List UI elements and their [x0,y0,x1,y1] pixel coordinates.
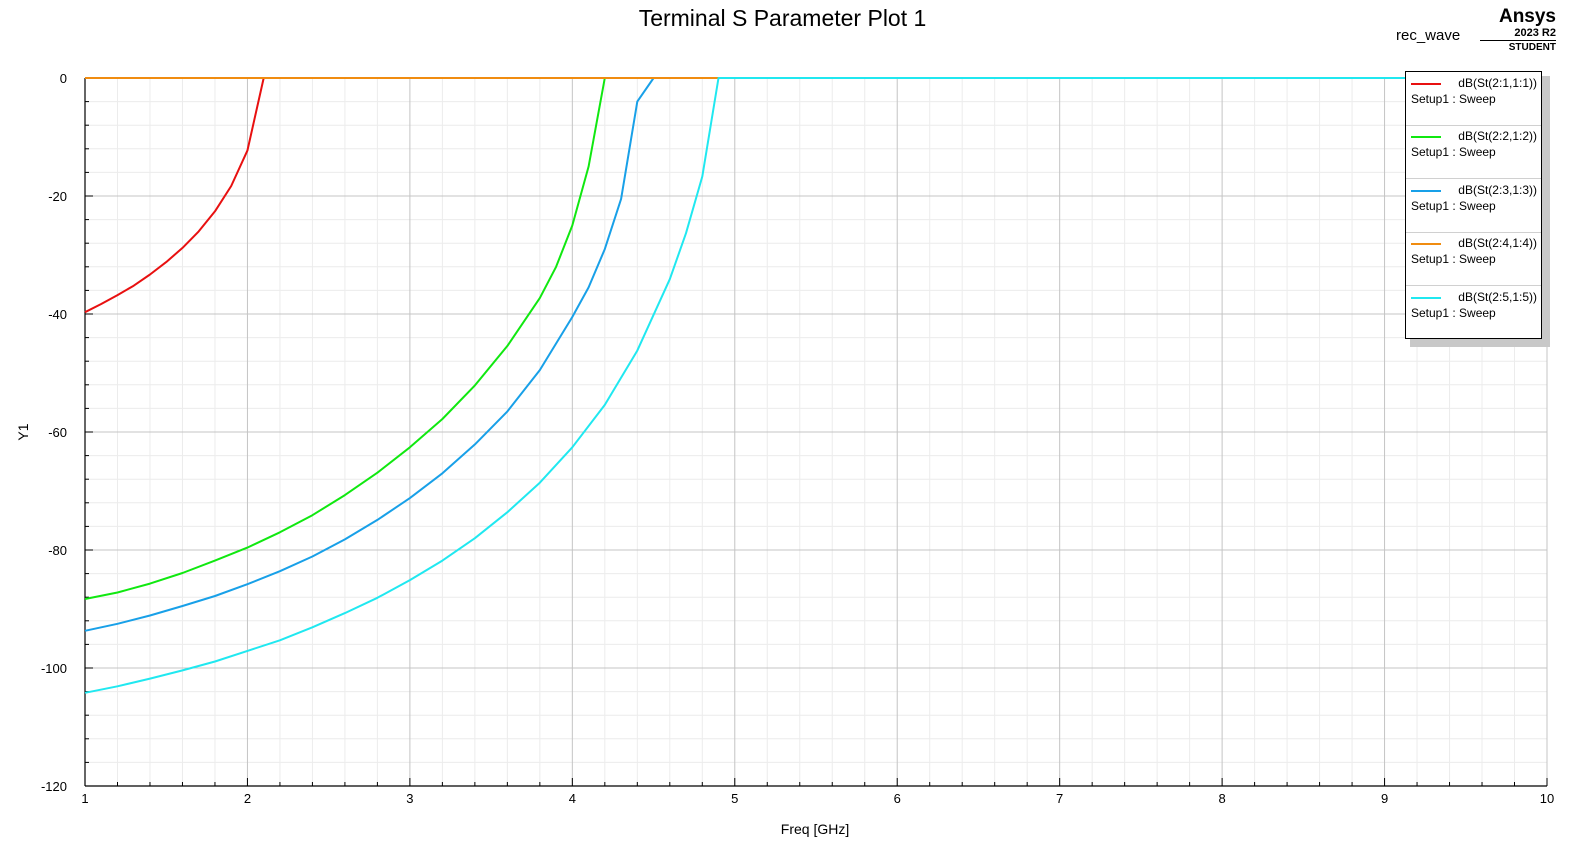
legend-setup-label: Setup1 : Sweep [1411,198,1496,213]
series-lines [84,77,1547,694]
legend-series-name: dB(St(2:5,1:5)) [1458,289,1537,304]
legend-item[interactable]: dB(St(2:3,1:3)) Setup1 : Sweep [1406,179,1541,233]
series-line-5 [84,77,1547,694]
x-tick-label: 5 [731,791,738,806]
legend-series-name: dB(St(2:1,1:1)) [1458,76,1537,90]
legend-swatch [1411,136,1441,139]
brand-version: 2023 R2 [1480,27,1556,41]
y-tick-label: 0 [60,71,67,86]
legend-setup-label: Setup1 : Sweep [1411,305,1496,320]
y-tick-label: -40 [48,307,67,322]
legend-setup-label: Setup1 : Sweep [1411,252,1496,267]
major-grid [84,77,1548,787]
chart-title: Terminal S Parameter Plot 1 [638,5,927,31]
legend-series-name: dB(St(2:4,1:4)) [1458,236,1537,251]
x-tick-label: 1 [81,791,88,806]
legend-swatch [1411,296,1441,299]
x-tick-label: 8 [1218,791,1225,806]
legend-item[interactable]: dB(St(2:2,1:2)) Setup1 : Sweep [1406,125,1541,180]
project-label: rec_wave [1396,27,1461,44]
x-tick-label: 6 [894,791,901,806]
legend[interactable]: dB(St(2:1,1:1)) Setup1 : Sweep dB(St(2:2,1… [1405,71,1542,339]
axes [84,77,1548,787]
y-tick-label: -120 [41,779,67,794]
x-axis-label: Freq [GHz] [781,821,849,837]
brand-name: Ansys [1498,6,1556,27]
x-tick-label: 3 [406,791,413,806]
x-tick-label: 7 [1056,791,1063,806]
y-tick-label: -80 [48,543,67,558]
legend-item[interactable]: dB(St(2:1,1:1)) Setup1 : Sweep [1406,72,1541,126]
series-line-2 [84,77,1547,600]
y-axis-label: Y1 [15,423,31,440]
legend-item[interactable]: dB(St(2:5,1:5)) Setup1 : Sweep [1406,286,1541,339]
x-tick-label: 9 [1381,791,1388,806]
y-tick-label: -20 [48,189,67,204]
x-tick-label: 10 [1540,791,1554,806]
legend-item[interactable]: dB(St(2:4,1:4)) Setup1 : Sweep [1406,232,1541,287]
legend-swatch [1411,189,1441,192]
legend-series-name: dB(St(2:2,1:2)) [1458,129,1537,144]
legend-swatch [1411,243,1441,246]
x-tick-label: 4 [569,791,576,806]
ansys-logo: Ansys 2023 R2 STUDENT [1472,6,1556,55]
legend-series-name: dB(St(2:3,1:3)) [1458,182,1537,197]
legend-setup-label: Setup1 : Sweep [1411,92,1496,106]
y-tick-label: -60 [48,425,67,440]
series-line-3 [84,77,1547,632]
series-line-1 [84,77,1547,314]
brand-edition: STUDENT [1508,42,1556,53]
legend-swatch [1411,83,1441,85]
legend-setup-label: Setup1 : Sweep [1411,145,1496,160]
tick-labels: 1 2 3 4 5 6 7 8 9 10 0 -20 -40 -60 -80 -100 -120 [41,71,1554,806]
y-tick-label: -100 [41,661,67,676]
x-tick-label: 2 [244,791,251,806]
